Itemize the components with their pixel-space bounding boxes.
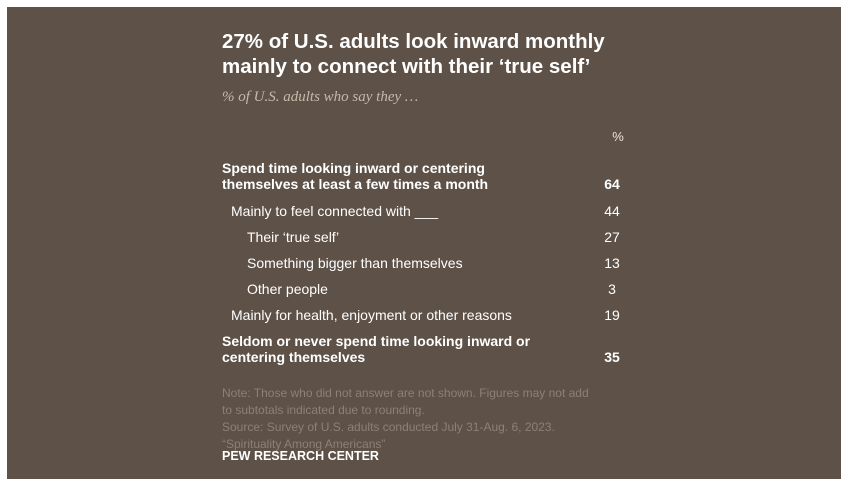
row-label-line: Mainly for health, enjoyment or other re… [231,307,512,323]
row-label-line: Spend time looking inward or centering [222,160,485,176]
note-line: to subtotals indicated due to rounding. [222,403,425,417]
row-label-line: themselves at least a few times a month [222,176,489,192]
value-column-header: % [612,129,624,144]
row-label-line: Something bigger than themselves [247,255,463,271]
row-value: 19 [604,307,620,323]
row-label-line: Their ‘true self’ [247,229,340,245]
note-line: Note: Those who did not answer are not s… [222,386,589,400]
row-label: Mainly for health, enjoyment or other re… [231,307,571,323]
row-value: 13 [604,255,620,271]
row-label: Spend time looking inward or centering th… [222,160,562,192]
row-label: Seldom or never spend time looking inwar… [222,333,562,365]
row-value: 3 [608,281,616,297]
note-block: Note: Those who did not answer are not s… [222,385,652,453]
row-label-line: Other people [247,281,328,297]
row-label: Other people [247,281,587,297]
title-line-1: 27% of U.S. adults look inward monthly [222,30,605,53]
row-value: 44 [604,203,620,219]
row-label: Something bigger than themselves [247,255,587,271]
source-line: “Spirituality Among Americans” [222,437,386,451]
row-label-line: centering themselves [222,349,366,365]
row-value: 35 [604,349,620,365]
row-label-line: Seldom or never spend time looking inwar… [222,333,531,349]
title-line-2: mainly to connect with their ‘true self’ [222,55,591,78]
chart-content: 27% of U.S. adults look inward monthly m… [222,29,642,463]
pew-research-logo-text: PEW RESEARCH CENTER [222,449,379,463]
chart-title: 27% of U.S. adults look inward monthly m… [222,29,642,79]
chart-subtitle: % of U.S. adults who say they … [222,89,419,105]
chart-panel: 27% of U.S. adults look inward monthly m… [7,7,841,479]
row-label: Mainly to feel connected with ___ [231,203,571,219]
row-value: 27 [604,229,620,245]
row-value: 64 [604,176,620,192]
row-label-line: Mainly to feel connected with ___ [231,203,439,219]
row-label: Their ‘true self’ [247,229,587,245]
source-line: Source: Survey of U.S. adults conducted … [222,420,555,434]
